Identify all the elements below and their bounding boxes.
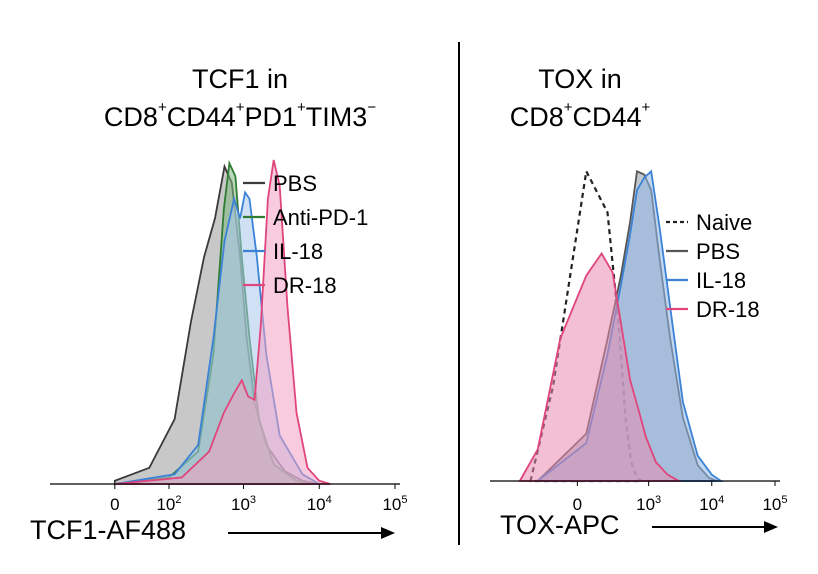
panel-2-title-line1: TOX in: [538, 64, 622, 94]
panel-2-tick-label-2: 104: [699, 494, 724, 514]
panel-1-tick-label-1: 102: [156, 494, 181, 514]
panel-2-legend-label-0: Naive: [696, 210, 752, 235]
panel-2-axis-arrow-head: [764, 521, 778, 533]
panel-1-legend-label-2: IL-18: [273, 239, 323, 264]
panel-1-x-axis-label: TCF1-AF488: [30, 515, 187, 545]
panel-1-tick-label-3: 104: [307, 494, 332, 514]
panel-2-legend-label-2: IL-18: [696, 268, 746, 293]
panel-2-x-axis-label: TOX-APC: [500, 510, 620, 540]
panel-1-tick-label-2: 103: [231, 494, 256, 514]
panel-1-legend-label-0: PBS: [273, 171, 317, 196]
panel-1-series-dr-18: [114, 159, 331, 485]
panel-1-legend-label-1: Anti-PD-1: [273, 205, 368, 230]
panel-2-legend-label-1: PBS: [696, 239, 740, 264]
panel-2-tick-label-3: 105: [762, 494, 787, 514]
panel-1-title-line2: CD8+CD44+PD1+TIM3−: [103, 99, 377, 132]
panel-2-title-line2: CD8+CD44+: [509, 99, 651, 132]
panel-2-tick-label-0: 0: [573, 495, 582, 514]
panel-1-title: TCF1 in CD8+CD44+PD1+TIM3−: [20, 60, 460, 136]
panel-1-tick-label-0: 0: [110, 495, 119, 514]
panel-1-title-line1: TCF1 in: [191, 64, 289, 94]
panel-2-legend-label-3: DR-18: [696, 297, 760, 322]
panel-2-title: TOX in CD8+CD44+: [475, 60, 685, 136]
panel-1-legend-label-3: DR-18: [273, 273, 337, 298]
panel-1-tick-label-4: 105: [382, 494, 407, 514]
panel-1-axis-arrow-head: [381, 527, 395, 539]
panel-2-series-dr-18: [518, 251, 683, 482]
panel-2-tick-label-1: 103: [636, 494, 661, 514]
